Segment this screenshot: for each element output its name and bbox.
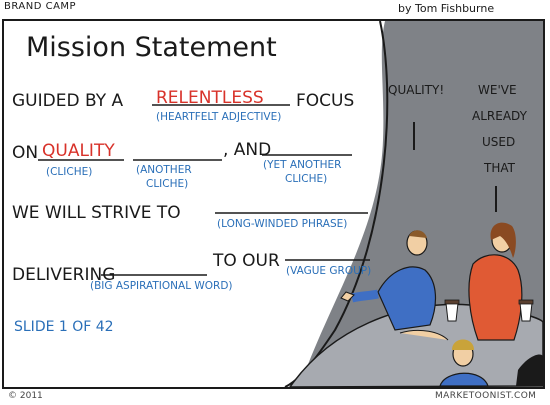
line4-hint1: (BIG ASPIRATIONAL WORD) [90, 280, 233, 292]
copyright: © 2011 [8, 391, 43, 401]
line2-and: , AND [223, 140, 272, 160]
speech-quality: QUALITY! [388, 83, 445, 97]
byline: by Tom Fishburne [398, 2, 495, 15]
panel-border [2, 19, 545, 389]
man-blue-shirt [340, 230, 436, 331]
line2-hint2a: (ANOTHER [136, 164, 192, 176]
woman-red-shirt [468, 222, 523, 341]
line2-fill: QUALITY [42, 141, 115, 161]
coffee-cups [444, 299, 534, 322]
speech-line-3: USED [482, 135, 516, 149]
slide-title: Mission Statement [26, 32, 277, 63]
line2-hint3b: CLICHE) [285, 173, 328, 185]
line4-hint2: (VAGUE GROUP) [286, 265, 372, 277]
line2-start: ON [12, 143, 39, 163]
line4-mid: TO OUR [213, 251, 280, 271]
chair [516, 354, 543, 386]
line2-hint2b: CLICHE) [146, 178, 189, 190]
speech-line-2: ALREADY [472, 109, 527, 123]
line1-hint: (HEARTFELT ADJECTIVE) [156, 111, 282, 123]
line1-fill: RELENTLESS [156, 88, 264, 108]
line3-hint: (LONG-WINDED PHRASE) [217, 218, 348, 230]
line1-end: FOCUS [296, 91, 355, 111]
line3-start: WE WILL STRIVE TO [12, 203, 181, 223]
slide-counter: SLIDE 1 OF 42 [14, 319, 114, 335]
line4-start: DELIVERING [12, 265, 116, 285]
speech-line-4: THAT [484, 161, 515, 175]
line1-start: GUIDED BY A [12, 91, 124, 111]
line2-hint3a: (YET ANOTHER [263, 159, 342, 171]
man-front-bottom [399, 329, 489, 387]
series-title: BRAND CAMP [4, 1, 77, 12]
site-credit: MARKETOONIST.COM [435, 391, 537, 401]
blank-lines [38, 104, 370, 276]
speech-line-1: WE'VE [478, 83, 517, 97]
line2-hint1: (CLICHE) [46, 166, 93, 178]
